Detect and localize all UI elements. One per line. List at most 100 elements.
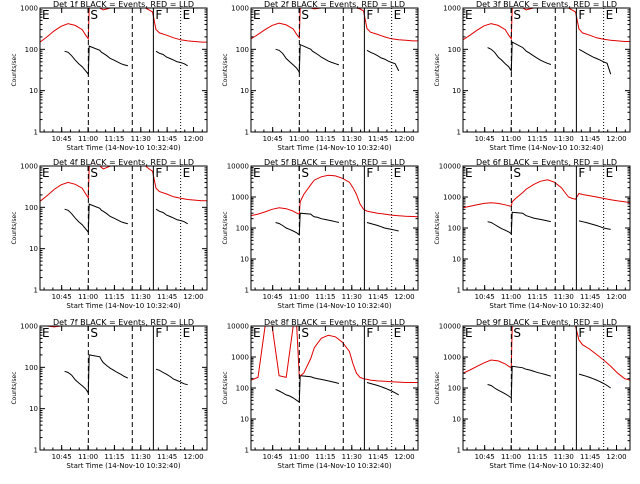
x-tick-label: 11:30 (131, 453, 151, 461)
plot-frame (250, 325, 419, 451)
marker-label: F (578, 326, 585, 340)
y-tick-label: 1 (457, 447, 461, 455)
x-tick-label: 12:00 (183, 293, 203, 301)
y-tick-label: 1 (34, 287, 38, 295)
marker-label: S (301, 166, 309, 180)
y-tick-label: 10000 (439, 163, 461, 171)
marker-label: S (90, 166, 98, 180)
marker-label: E (465, 166, 473, 180)
y-tick-label: 1000 (443, 194, 461, 202)
series-line-lld (463, 179, 630, 209)
y-tick-label: 1000 (443, 5, 461, 13)
x-tick-label: 11:45 (157, 135, 177, 143)
marker-label: S (513, 8, 521, 22)
y-tick-label: 10 (29, 87, 38, 95)
x-tick-label: 11:30 (342, 293, 362, 301)
marker-label: E (394, 166, 402, 180)
y-tick-label: 1 (457, 287, 461, 295)
y-tick-label: 100 (25, 204, 38, 212)
x-tick-label: 11:00 (78, 135, 98, 143)
marker-label: F (366, 166, 373, 180)
marker-label: S (90, 326, 98, 340)
panel-title: Det 6f BLACK = Events, RED = LLD (476, 158, 617, 167)
y-axis-label: Counts/sec (222, 211, 229, 244)
marker-label: E (42, 8, 50, 22)
marker-label: F (578, 166, 585, 180)
panel-title: Det 9f BLACK = Events, RED = LLD (476, 318, 617, 327)
y-tick-label: 100 (448, 225, 461, 233)
x-tick-label: 11:00 (78, 293, 98, 301)
x-axis-label: Start Time (14-Nov-10 10:32:40) (489, 144, 603, 152)
marker-label: F (155, 166, 162, 180)
y-tick-label: 100 (236, 46, 249, 54)
series-line-lld (251, 8, 418, 42)
y-tick-label: 1000 (231, 194, 249, 202)
x-tick-label: 11:00 (289, 293, 309, 301)
panel-title: Det 2f BLACK = Events, RED = LLD (264, 0, 405, 9)
plot-frame (250, 165, 419, 291)
x-tick-label: 11:00 (78, 453, 98, 461)
x-axis-label: Start Time (14-Nov-10 10:32:40) (489, 462, 603, 470)
x-tick-label: 10:45 (52, 135, 72, 143)
panel-title: Det 5f BLACK = Events, RED = LLD (264, 158, 405, 167)
x-tick-label: 11:30 (554, 293, 574, 301)
y-tick-label: 100 (236, 225, 249, 233)
series-line-events (64, 45, 188, 76)
y-tick-label: 1000 (443, 354, 461, 362)
x-tick-label: 11:00 (501, 135, 521, 143)
marker-label: S (301, 8, 309, 22)
y-tick-label: 1 (245, 129, 249, 137)
x-tick-label: 12:00 (606, 135, 626, 143)
marker-label: E (606, 326, 614, 340)
plot-frame (39, 7, 208, 133)
marker-label: E (183, 166, 191, 180)
series-line-events (487, 211, 611, 235)
x-tick-label: 11:00 (501, 453, 521, 461)
panel-title: Det 8f BLACK = Events, RED = LLD (264, 318, 405, 327)
series-line-lld (463, 8, 630, 42)
marker-label: E (394, 326, 402, 340)
marker-label: F (155, 326, 162, 340)
panel-title: Det 1f BLACK = Events, RED = LLD (53, 0, 194, 9)
series-line-lld (40, 8, 207, 43)
y-tick-label: 100 (448, 46, 461, 54)
x-tick-label: 12:00 (183, 453, 203, 461)
y-tick-label: 1000 (231, 354, 249, 362)
x-axis-label: Start Time (14-Nov-10 10:32:40) (66, 302, 180, 310)
x-tick-label: 11:45 (368, 293, 388, 301)
y-tick-label: 100 (25, 46, 38, 54)
x-tick-label: 12:00 (394, 453, 414, 461)
x-axis-label: Start Time (14-Nov-10 10:32:40) (277, 302, 391, 310)
marker-label: E (253, 8, 261, 22)
y-tick-label: 10000 (439, 323, 461, 331)
y-tick-label: 10 (452, 256, 461, 264)
x-tick-label: 11:15 (315, 135, 335, 143)
series-line-lld (463, 326, 630, 381)
series-line-events (487, 365, 611, 399)
panel-title: Det 7f BLACK = Events, RED = LLD (53, 318, 194, 327)
marker-label: E (465, 326, 473, 340)
x-tick-label: 11:30 (554, 453, 574, 461)
y-axis-label: Counts/sec (11, 53, 18, 86)
panel-title: Det 3f BLACK = Events, RED = LLD (476, 0, 617, 9)
series-line-events (275, 212, 399, 236)
y-tick-label: 10000 (227, 163, 249, 171)
x-tick-label: 10:45 (475, 293, 495, 301)
x-tick-label: 11:15 (104, 453, 124, 461)
x-tick-label: 11:45 (157, 453, 177, 461)
x-tick-label: 11:45 (580, 453, 600, 461)
x-tick-label: 11:15 (104, 135, 124, 143)
marker-label: F (366, 8, 373, 22)
x-tick-label: 11:15 (315, 293, 335, 301)
marker-label: E (253, 326, 261, 340)
y-tick-label: 10 (240, 87, 249, 95)
series-line-events (275, 43, 400, 74)
x-tick-label: 10:45 (263, 293, 283, 301)
x-tick-label: 12:00 (394, 135, 414, 143)
x-tick-label: 11:30 (342, 453, 362, 461)
